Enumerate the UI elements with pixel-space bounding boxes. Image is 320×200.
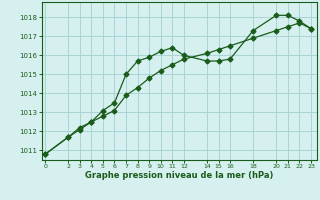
X-axis label: Graphe pression niveau de la mer (hPa): Graphe pression niveau de la mer (hPa): [85, 171, 273, 180]
